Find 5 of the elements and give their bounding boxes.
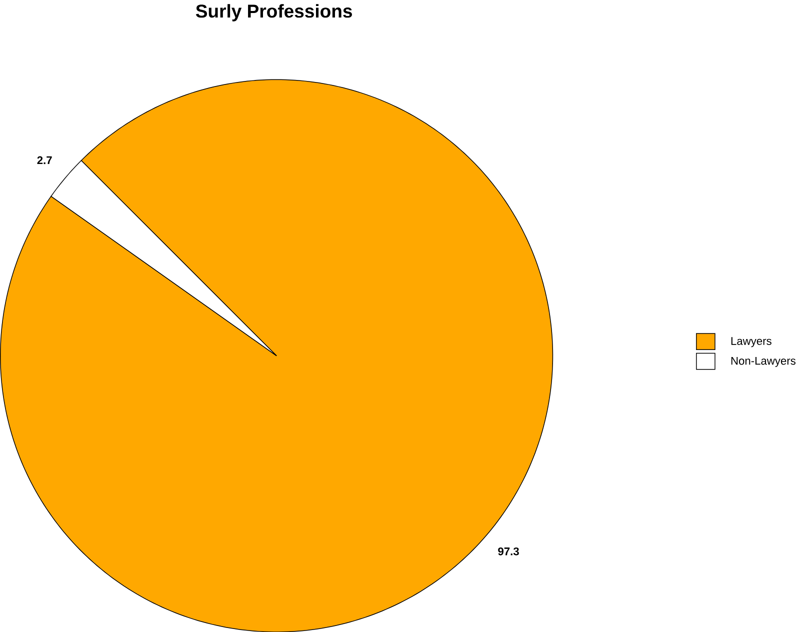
data-label: 2.7 bbox=[37, 156, 52, 164]
data-label: 97.3 bbox=[498, 547, 519, 556]
legend-label: Non-Lawyers bbox=[731, 356, 796, 367]
legend-label: Lawyers bbox=[731, 337, 772, 347]
chart-title: Surly Professions bbox=[196, 4, 352, 22]
